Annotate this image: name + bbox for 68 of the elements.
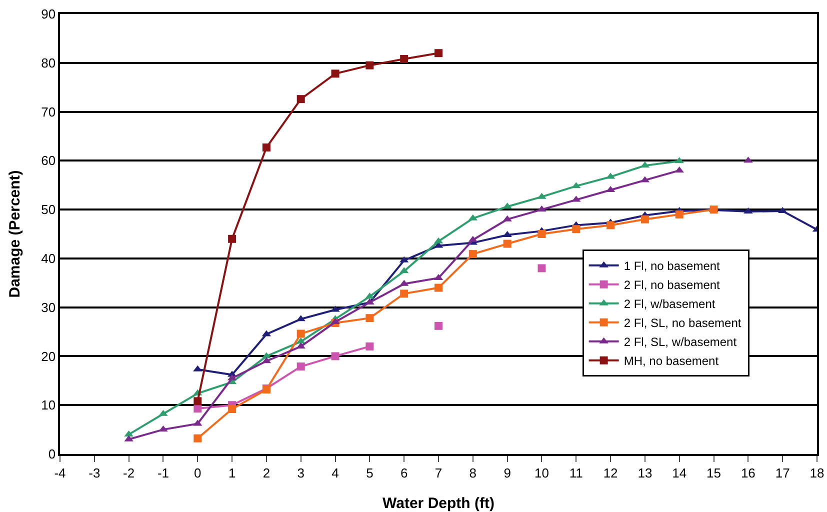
x-tick-label: 4 bbox=[332, 465, 339, 480]
x-tick-label: 13 bbox=[638, 465, 652, 480]
x-tick-label: 3 bbox=[297, 465, 304, 480]
x-tick-label: 10 bbox=[534, 465, 549, 480]
x-tick-label: 17 bbox=[775, 465, 790, 480]
y-tick-label: 30 bbox=[41, 300, 56, 315]
legend-label: MH, no basement bbox=[624, 354, 720, 368]
point bbox=[296, 330, 305, 338]
point bbox=[572, 225, 580, 234]
point bbox=[366, 314, 374, 322]
point bbox=[366, 61, 374, 70]
legend-label: 2 Fl, w/basement bbox=[624, 297, 716, 312]
y-tick-label: 60 bbox=[41, 153, 56, 168]
point bbox=[331, 70, 340, 78]
x-tick-label: 9 bbox=[504, 465, 511, 480]
point bbox=[228, 234, 236, 243]
point bbox=[400, 54, 408, 63]
x-tick-label: 1 bbox=[228, 465, 236, 480]
point bbox=[468, 250, 477, 258]
legend-label: 2 Fl, SL, no basement bbox=[624, 316, 742, 330]
legend-label: 1 Fl, no basement bbox=[624, 259, 721, 274]
point bbox=[194, 397, 202, 406]
x-tick-label: 7 bbox=[434, 465, 442, 480]
point bbox=[538, 230, 546, 238]
y-tick-label: 20 bbox=[41, 348, 56, 364]
x-axis-title: Water Depth (ft) bbox=[382, 495, 494, 512]
x-tick-label: 18 bbox=[810, 465, 824, 480]
x-tick-label: 6 bbox=[400, 465, 408, 480]
point bbox=[296, 95, 305, 104]
x-tick-label: -4 bbox=[54, 465, 66, 480]
point bbox=[194, 404, 202, 413]
point bbox=[331, 352, 340, 360]
x-tick-label: 15 bbox=[706, 465, 722, 480]
x-tick-label: 12 bbox=[603, 465, 618, 480]
legend-label: 2 Fl, SL, w/basement bbox=[624, 335, 738, 350]
point bbox=[434, 49, 442, 58]
x-tick-label: -1 bbox=[157, 465, 170, 480]
y-axis-title: Damage (Percent) bbox=[6, 170, 24, 298]
x-tick-label: 2 bbox=[262, 465, 270, 480]
point bbox=[296, 362, 305, 370]
y-tick-label: 10 bbox=[41, 398, 56, 413]
x-tick-label: 5 bbox=[366, 465, 374, 480]
y-tick-label: 70 bbox=[41, 104, 56, 120]
point bbox=[400, 290, 408, 298]
point bbox=[538, 264, 546, 272]
point bbox=[640, 215, 649, 224]
x-tick-label: 11 bbox=[569, 465, 583, 480]
y-tick-label: 80 bbox=[41, 55, 56, 70]
point bbox=[675, 210, 684, 218]
y-tick-label: 40 bbox=[41, 250, 56, 266]
point bbox=[194, 434, 202, 442]
x-tick-label: 0 bbox=[194, 465, 202, 480]
point bbox=[434, 322, 442, 330]
x-tick-label: -2 bbox=[123, 465, 135, 480]
y-tick-label: 90 bbox=[41, 6, 56, 22]
point bbox=[262, 143, 270, 152]
point bbox=[228, 405, 236, 414]
point bbox=[503, 240, 512, 248]
point bbox=[606, 221, 615, 230]
x-tick-label: -3 bbox=[88, 465, 100, 480]
x-tick-label: 8 bbox=[469, 465, 477, 480]
x-tick-label: 16 bbox=[740, 465, 756, 480]
legend-label: 2 Fl, no basement bbox=[624, 278, 721, 292]
y-tick-label: 0 bbox=[48, 446, 56, 462]
y-tick-label: 50 bbox=[41, 202, 56, 218]
point bbox=[366, 342, 374, 350]
x-tick-label: 14 bbox=[672, 465, 687, 480]
point bbox=[434, 284, 442, 292]
